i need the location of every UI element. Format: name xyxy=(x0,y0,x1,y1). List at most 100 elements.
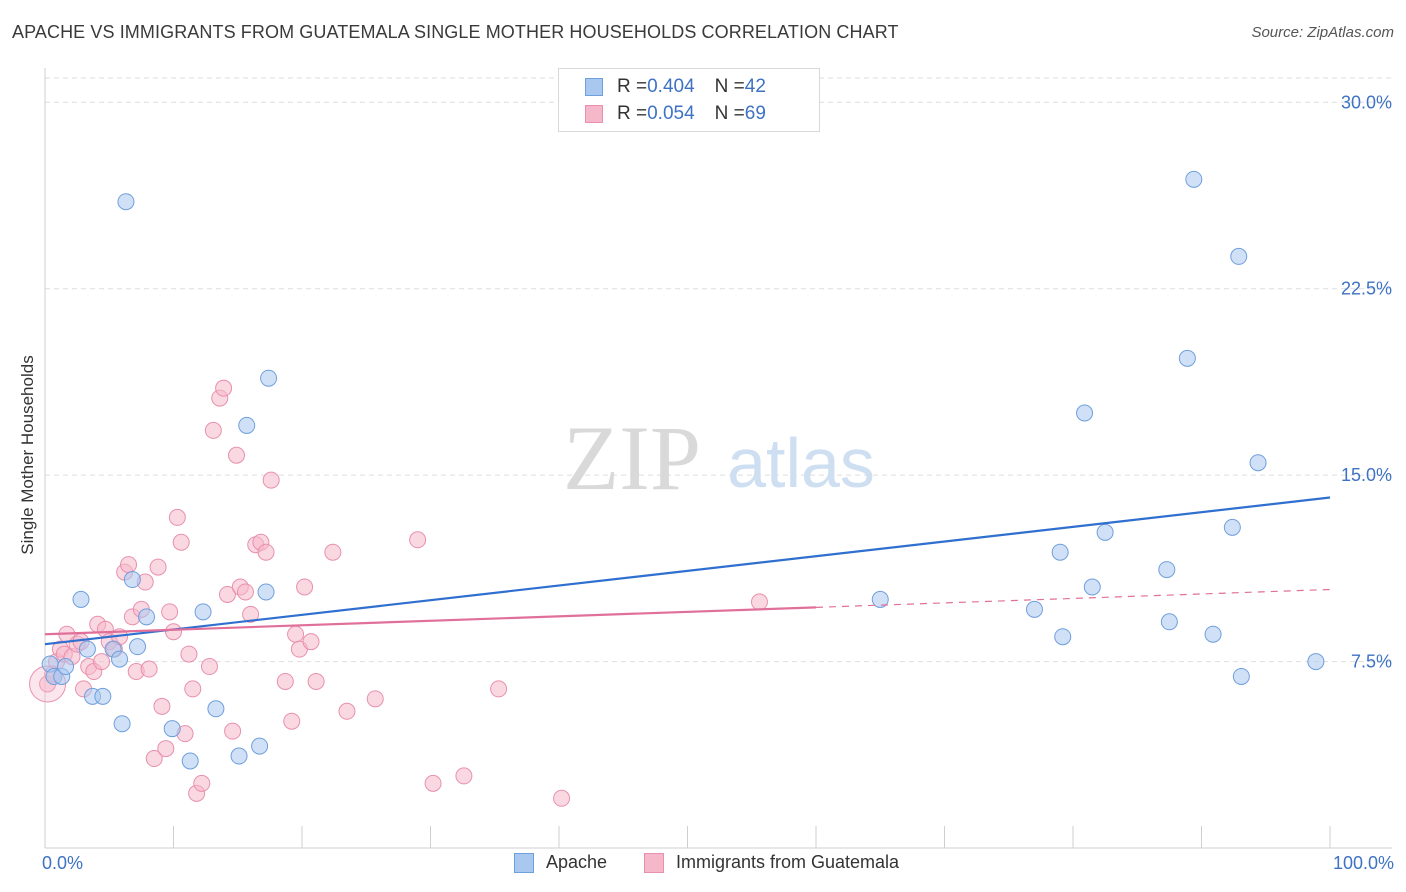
apache-point xyxy=(238,416,256,434)
guatemala-point xyxy=(161,603,179,621)
apache-point xyxy=(78,640,96,658)
apache-point xyxy=(1054,628,1072,646)
guatemala-point xyxy=(184,680,202,698)
axes xyxy=(44,68,1392,849)
guatemala-point xyxy=(168,508,186,526)
apache-point xyxy=(1025,600,1043,618)
x-tick-label: 0.0% xyxy=(42,853,83,873)
apache-swatch xyxy=(585,78,603,96)
legend-row-apache: R = 0.404 N = 42 xyxy=(585,75,766,99)
guatemala-point xyxy=(307,672,325,690)
y-tick-label: 7.5% xyxy=(1351,652,1392,672)
apache-point xyxy=(163,720,181,738)
guatemala-point xyxy=(165,623,182,641)
source-attribution: Source: ZipAtlas.com xyxy=(1251,24,1394,41)
n-label: N = xyxy=(714,103,745,124)
guatemala-point xyxy=(93,653,111,671)
guatemala-point xyxy=(338,702,356,720)
watermark: ZIP atlas xyxy=(563,407,875,509)
apache-point xyxy=(1160,613,1178,631)
apache-point xyxy=(123,571,141,589)
watermark-zip: ZIP xyxy=(563,407,701,509)
guatemala-point xyxy=(204,421,222,439)
guatemala-point xyxy=(200,658,218,676)
guatemala-point xyxy=(324,543,342,561)
grid-lines xyxy=(45,77,1392,663)
guatemala-point xyxy=(149,558,167,576)
guatemala-point xyxy=(140,660,158,678)
apache-point xyxy=(1051,543,1069,561)
apache-point xyxy=(257,583,275,601)
apache-point xyxy=(230,747,248,765)
guatemala-point xyxy=(153,697,171,715)
apache-point xyxy=(1307,653,1325,671)
guatemala-point xyxy=(424,774,442,792)
stats-legend: R = 0.404 N = 42 R = 0.054 N = 69 xyxy=(558,68,820,132)
guatemala-point xyxy=(287,625,305,643)
guatemala-point xyxy=(409,531,427,549)
tick-labels: 7.5% 15.0% 22.5% 30.0% 0.0% 100.0% xyxy=(42,92,1394,873)
watermark-atlas: atlas xyxy=(727,424,875,502)
guatemala-point xyxy=(302,633,320,651)
legend-row-guatemala: R = 0.054 N = 69 xyxy=(585,102,766,126)
guatemala-point xyxy=(296,578,314,596)
y-tick-label: 15.0% xyxy=(1341,465,1392,485)
apache-points xyxy=(41,170,1325,770)
apache-point xyxy=(111,650,129,668)
apache-point xyxy=(138,608,156,626)
apache-point xyxy=(871,590,889,608)
apache-point xyxy=(1158,561,1176,579)
n-label: N = xyxy=(714,76,745,97)
apache-point xyxy=(1185,170,1203,188)
guatemala-point xyxy=(750,593,768,611)
chart-title: APACHE VS IMMIGRANTS FROM GUATEMALA SING… xyxy=(12,22,899,42)
apache-point xyxy=(260,369,278,387)
n-value: 69 xyxy=(744,103,766,124)
guatemala-point xyxy=(227,446,245,464)
y-tick-label: 30.0% xyxy=(1341,92,1392,112)
r-value: 0.404 xyxy=(647,76,695,97)
r-label: R = xyxy=(617,103,648,124)
guatemala-point xyxy=(224,722,242,740)
guatemala-point xyxy=(553,789,571,807)
x-tick-label: 100.0% xyxy=(1333,853,1394,873)
r-label: R = xyxy=(617,76,648,97)
legend-label-guatemala: Immigrants from Guatemala xyxy=(676,852,900,872)
legend-label-apache: Apache xyxy=(546,852,608,872)
guatemala-swatch xyxy=(585,105,603,123)
apache-point xyxy=(194,603,212,621)
apache-point xyxy=(72,590,90,608)
guatemala-point xyxy=(218,585,236,603)
trend-line-apache xyxy=(44,496,1331,646)
guatemala-point xyxy=(236,583,254,601)
trend-lines xyxy=(44,496,1331,646)
guatemala-point xyxy=(157,740,175,758)
n-value: 42 xyxy=(744,76,766,97)
guatemala-point xyxy=(276,672,294,690)
apache-point xyxy=(57,658,75,676)
guatemala-point xyxy=(490,680,508,698)
guatemala-point xyxy=(145,750,163,768)
y-tick-label: 22.5% xyxy=(1341,279,1392,299)
apache-point xyxy=(181,752,199,770)
guatemala-point xyxy=(215,379,233,397)
guatemala-point xyxy=(193,774,211,792)
apache-point xyxy=(1249,454,1267,472)
guatemala-point xyxy=(172,533,190,551)
r-value: 0.054 xyxy=(647,103,695,124)
guatemala-point xyxy=(262,471,280,489)
apache-swatch xyxy=(514,852,534,873)
apache-point xyxy=(1178,349,1196,367)
trend-line-guatemala xyxy=(44,606,817,636)
legend-item-apache: Apache xyxy=(514,852,607,873)
apache-point xyxy=(251,737,269,755)
series-legend: Apache Immigrants from Guatemala xyxy=(0,852,1406,878)
guatemala-point xyxy=(257,543,275,561)
apache-point xyxy=(1204,625,1222,643)
guatemala-point xyxy=(120,556,138,574)
apache-point xyxy=(117,193,135,211)
apache-point xyxy=(1232,667,1250,685)
guatemala-point xyxy=(366,690,384,708)
guatemala-point xyxy=(283,712,301,730)
